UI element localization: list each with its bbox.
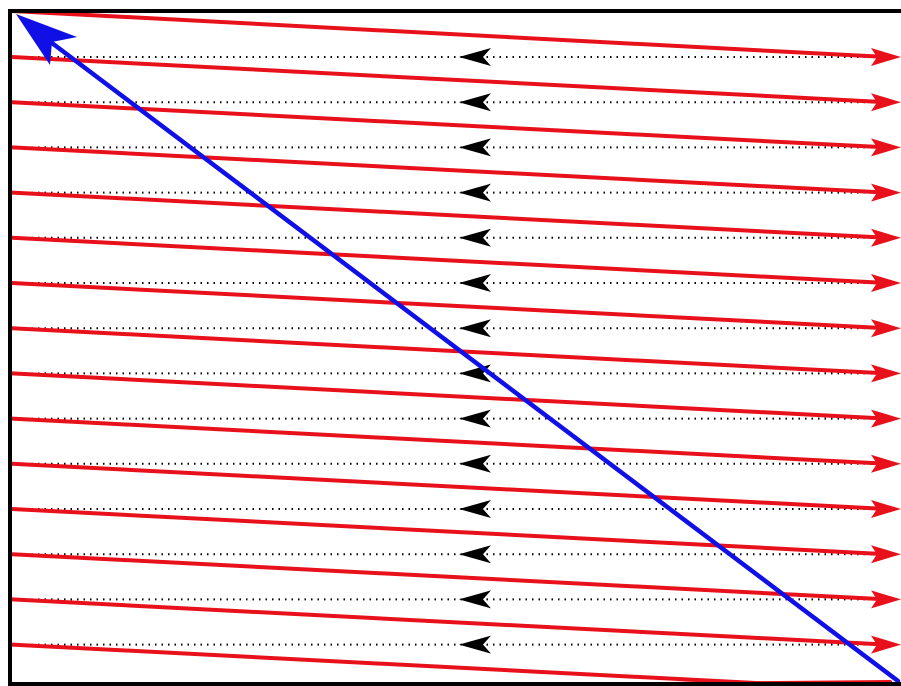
arrowhead-right-icon: [871, 635, 901, 654]
arrowhead-right-icon: [871, 93, 901, 112]
arrowhead-left-icon: [459, 500, 491, 518]
vertical-retrace: [16, 14, 901, 684]
scan-line: [10, 507, 879, 556]
arrowhead-right-icon: [871, 183, 901, 202]
arrowhead-right-icon: [871, 319, 901, 338]
scan-line: [10, 416, 879, 466]
arrowhead-right-icon: [871, 590, 901, 609]
arrowhead-right-icon: [871, 228, 901, 247]
arrowhead-left-icon: [459, 454, 491, 473]
frame: [8, 9, 901, 686]
arrowhead-left-icon: [459, 48, 491, 66]
arrowhead-left-icon: [459, 545, 491, 564]
scan-lines: [10, 9, 901, 686]
scan-line: [10, 326, 879, 375]
arrowhead-up-left-icon: [16, 14, 77, 65]
arrowhead-left-icon: [459, 274, 491, 292]
scan-line: [10, 371, 879, 421]
scan-line: [10, 100, 879, 149]
scan-line: [10, 461, 879, 511]
scan-line: [10, 145, 879, 195]
arrowhead-right-icon: [871, 409, 901, 428]
arrowhead-right-icon: [871, 48, 901, 66]
arrowhead-right-icon: [871, 545, 901, 564]
arrowhead-left-icon: [459, 590, 491, 609]
arrowhead-left-icon: [459, 228, 491, 247]
scan-line: [10, 9, 879, 59]
scan-line: [10, 281, 879, 330]
arrowhead-left-icon: [459, 138, 491, 157]
horizontal-return-lines: [12, 48, 878, 654]
arrowhead-right-icon: [871, 364, 901, 383]
scan-line: [10, 235, 879, 285]
retrace-line: [41, 34, 901, 684]
arrowhead-left-icon: [459, 319, 491, 338]
arrowhead-right-icon: [871, 138, 901, 157]
scan-line: [10, 597, 879, 647]
arrowhead-left-icon: [459, 635, 491, 654]
arrowhead-left-icon: [459, 183, 491, 202]
arrowhead-right-icon: [871, 500, 901, 518]
arrowhead-right-icon: [871, 454, 901, 473]
arrowhead-right-icon: [871, 274, 901, 292]
scan-line: [10, 190, 879, 240]
arrowhead-left-icon: [459, 93, 491, 112]
arrowhead-left-icon: [459, 409, 491, 428]
scan-line: [10, 552, 879, 601]
scan-line: [10, 55, 879, 104]
